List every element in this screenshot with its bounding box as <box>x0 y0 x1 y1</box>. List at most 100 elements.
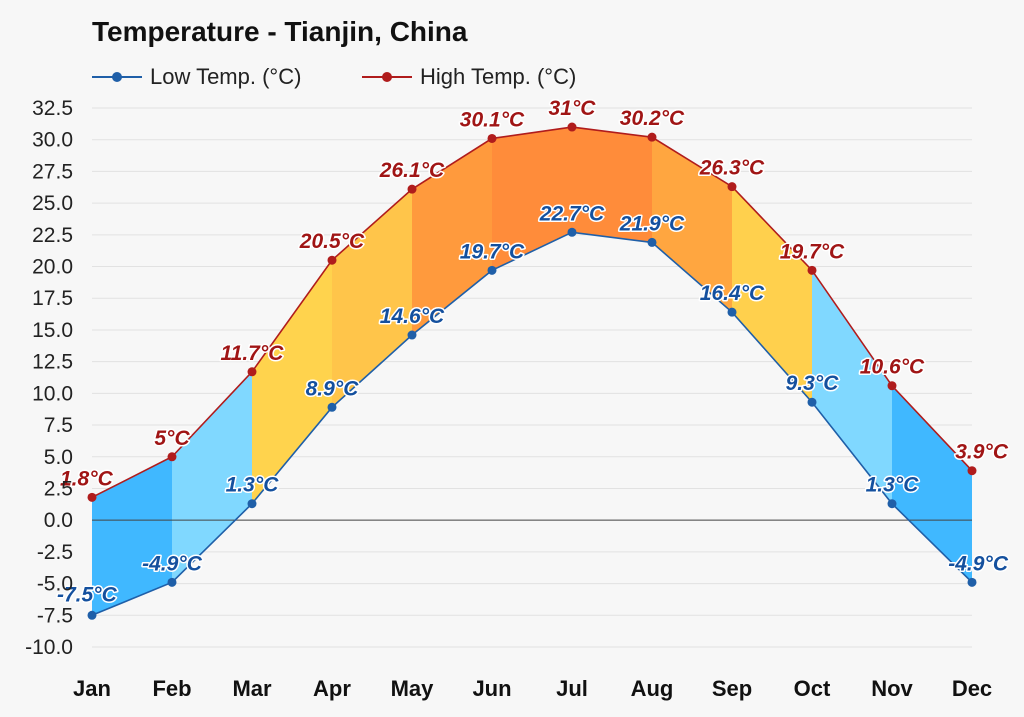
range-band <box>892 385 972 583</box>
high-temp-point <box>647 132 657 142</box>
legend-item-low[interactable]: Low Temp. (°C) <box>92 62 301 92</box>
data-points <box>87 122 977 620</box>
high-temp-label: 3.9°C <box>955 441 1009 464</box>
range-band <box>572 127 652 243</box>
low-temp-point <box>167 577 177 587</box>
high-temp-label: 19.7°C <box>780 240 845 263</box>
x-tick-label: Jan <box>73 676 111 701</box>
low-temp-point <box>567 227 577 237</box>
high-temp-label: 1.8°C <box>60 467 114 490</box>
series-lines <box>91 126 973 617</box>
x-tick-label: Apr <box>313 676 351 701</box>
y-tick-label: 17.5 <box>32 287 73 310</box>
low-temp-point <box>247 499 257 509</box>
high-temp-point <box>167 452 177 462</box>
high-temp-line <box>91 126 973 499</box>
y-tick-label: 25.0 <box>32 192 73 215</box>
high-temp-label: 30.1°C <box>460 108 525 131</box>
low-temp-label: -7.5°C <box>57 583 118 606</box>
low-temp-label: -4.9°C <box>142 552 203 575</box>
y-tick-label: 32.5 <box>32 97 73 120</box>
y-tick-label: 0.0 <box>44 509 73 532</box>
low-temp-label: 19.7°C <box>460 240 525 263</box>
low-temp-label: 16.4°C <box>700 282 765 305</box>
low-temp-point <box>807 397 817 407</box>
range-band <box>732 186 812 403</box>
range-band <box>332 189 412 408</box>
x-tick-label: May <box>391 676 435 701</box>
range-band <box>252 260 332 504</box>
low-temp-point <box>887 499 897 509</box>
low-temp-label: 14.6°C <box>380 305 445 328</box>
range-band <box>172 371 252 583</box>
high-temp-point <box>327 255 337 265</box>
low-temp-point <box>967 577 977 587</box>
legend-label-low: Low Temp. (°C) <box>150 64 302 89</box>
low-temp-label: 9.3°C <box>786 372 840 395</box>
high-temp-point <box>247 367 257 377</box>
x-axis: Jan Feb Mar Apr May Jun Jul Aug Sep Oct Nov Dec <box>73 676 992 701</box>
high-temp-label: 10.6°C <box>860 356 925 379</box>
low-temp-label: 1.3°C <box>226 474 280 497</box>
x-tick-label: Sep <box>712 676 752 701</box>
high-temp-label: 30.2°C <box>620 107 685 130</box>
y-tick-label: 5.0 <box>44 446 73 469</box>
legend-item-high[interactable]: High Temp. (°C) <box>362 62 576 92</box>
y-tick-label: -2.5 <box>37 541 73 564</box>
x-tick-label: Dec <box>952 676 992 701</box>
y-tick-label: 30.0 <box>32 129 73 152</box>
range-band <box>92 456 172 616</box>
y-tick-label: 22.5 <box>32 224 73 247</box>
high-temp-label: 5°C <box>154 427 190 450</box>
high-temp-point <box>87 492 97 502</box>
range-band <box>652 137 732 313</box>
low-temp-point <box>407 330 417 340</box>
legend-marker-high <box>362 72 412 82</box>
low-temp-label: 21.9°C <box>619 212 685 235</box>
range-band <box>812 270 892 504</box>
high-temp-label: 26.1°C <box>379 159 445 182</box>
legend-marker-low <box>92 72 142 82</box>
y-tick-label: 15.0 <box>32 319 73 342</box>
high-temp-label: 11.7°C <box>221 342 285 365</box>
high-temp-label: 31°C <box>549 97 597 120</box>
x-tick-label: Oct <box>794 676 831 701</box>
x-tick-label: Jun <box>472 676 511 701</box>
low-temp-line <box>91 231 973 617</box>
low-temp-point <box>87 610 97 620</box>
low-temp-label: -4.9°C <box>948 552 1009 575</box>
high-temp-point <box>407 184 417 194</box>
y-tick-label: 27.5 <box>32 160 73 183</box>
low-temp-point <box>727 307 737 317</box>
x-tick-label: Nov <box>871 676 913 701</box>
y-tick-label: 10.0 <box>32 382 73 405</box>
low-temp-point <box>647 237 657 247</box>
y-axis: 32.5 30.0 27.5 25.0 22.5 20.0 17.5 15.0 12.5 10.0… <box>25 97 73 659</box>
high-temp-point <box>567 122 577 132</box>
y-tick-label: -7.5 <box>37 604 73 627</box>
low-temp-point <box>487 265 497 275</box>
data-labels: -7.5°C -4.9°C 1.3°C 8.9°C 14.6°C 19.7°C 22.7°C… <box>56 96 1011 608</box>
legend-label-high: High Temp. (°C) <box>420 64 577 89</box>
high-temp-label: 20.5°C <box>299 230 365 253</box>
high-temp-point <box>727 182 737 192</box>
y-tick-label: -10.0 <box>25 636 73 659</box>
high-temp-point <box>967 466 977 476</box>
chart-title: Temperature - Tianjin, China <box>92 16 468 47</box>
y-tick-label: 20.0 <box>32 256 73 279</box>
y-tick-label: 2.5 <box>44 477 73 500</box>
x-tick-label: Aug <box>631 676 674 701</box>
high-temp-label: 26.3°C <box>699 157 765 180</box>
x-tick-label: Feb <box>152 676 191 701</box>
high-temp-point <box>887 381 897 391</box>
range-band <box>492 127 572 271</box>
x-tick-label: Mar <box>232 676 272 701</box>
low-temp-label: 22.7°C <box>539 202 605 225</box>
y-tick-label: -5.0 <box>37 573 73 596</box>
x-tick-label: Jul <box>556 676 588 701</box>
y-tick-label: 12.5 <box>32 351 73 374</box>
high-temp-point <box>807 265 817 275</box>
low-temp-point <box>327 402 337 412</box>
